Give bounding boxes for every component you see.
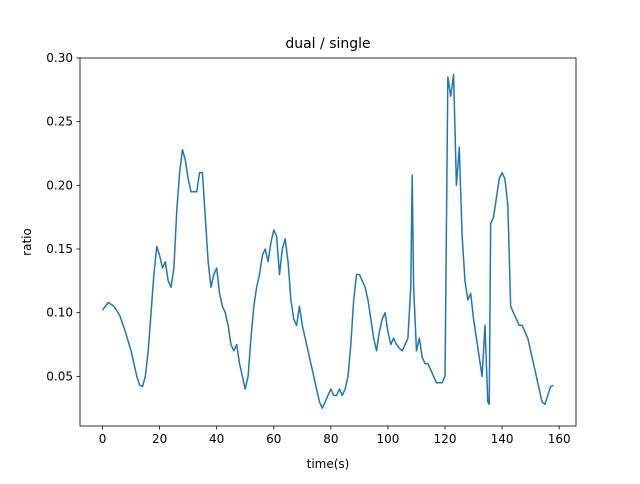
x-tick-label: 40 [209, 432, 224, 446]
y-tick-label: 0.15 [46, 242, 73, 256]
y-tick-label: 0.10 [46, 306, 73, 320]
y-tick-label: 0.25 [46, 115, 73, 129]
x-tick-label: 0 [99, 432, 107, 446]
x-tick-label: 100 [376, 432, 399, 446]
x-tick-label: 60 [266, 432, 281, 446]
x-tick-label: 140 [491, 432, 514, 446]
x-axis-label: time(s) [307, 457, 350, 471]
x-tick-label: 160 [548, 432, 571, 446]
y-tick-label: 0.30 [46, 51, 73, 65]
y-tick-label: 0.20 [46, 178, 73, 192]
chart-title: dual / single [285, 36, 370, 52]
y-tick-label: 0.05 [46, 369, 73, 383]
x-tick-label: 20 [152, 432, 167, 446]
plot-frame [79, 57, 577, 427]
y-axis-label: ratio [20, 228, 34, 256]
data-line [101, 73, 554, 409]
x-tick-label: 120 [434, 432, 457, 446]
x-tick-label: 80 [323, 432, 338, 446]
